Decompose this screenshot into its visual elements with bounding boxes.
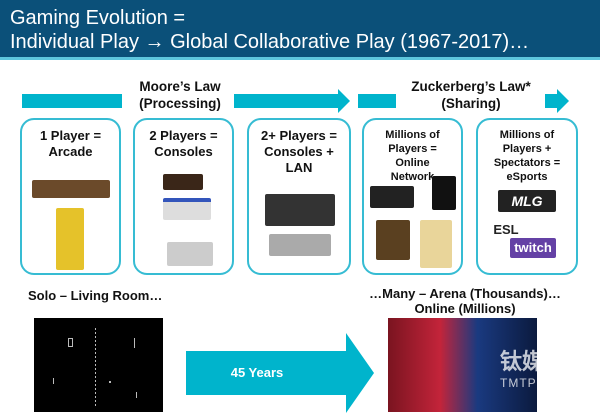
law-line: (Sharing) bbox=[441, 96, 501, 111]
box-text: Millions of bbox=[499, 129, 555, 141]
esports-arena-photo bbox=[388, 318, 537, 412]
n64-image bbox=[265, 194, 335, 226]
stage-box-consoles: 2 Players = Consoles bbox=[133, 118, 234, 275]
xbox-image bbox=[370, 186, 414, 208]
console-image bbox=[32, 180, 110, 198]
nes-image bbox=[167, 242, 213, 266]
arrow-bar bbox=[234, 94, 338, 108]
box-text: 2 Players = bbox=[149, 128, 218, 143]
law-line: Zuckerberg’s Law* bbox=[411, 79, 531, 94]
title-line-1: Gaming Evolution = bbox=[10, 7, 186, 29]
ps2-image bbox=[432, 176, 456, 210]
twitch-logo: twitch bbox=[510, 238, 556, 258]
box-text: Millions of bbox=[385, 129, 440, 141]
stage-box-esports: Millions of Players + Spectators = eSpor… bbox=[476, 118, 578, 275]
moores-law-label: Moore’s Law (Processing) bbox=[125, 78, 235, 112]
arrow-bar bbox=[545, 94, 557, 108]
box-text: Players = bbox=[388, 143, 437, 155]
zuckerbergs-law-label: Zuckerberg’s Law* (Sharing) bbox=[396, 78, 546, 112]
pong-screenshot bbox=[34, 318, 163, 412]
arrow-head bbox=[346, 333, 374, 413]
caption-solo: Solo – Living Room… bbox=[28, 288, 163, 303]
warcraft-image bbox=[376, 220, 410, 260]
stage-box-arcade: 1 Player = Arcade bbox=[20, 118, 121, 275]
arrow-head bbox=[338, 89, 350, 113]
arrow-bar bbox=[358, 94, 396, 108]
45-years-arrow: 45 Years bbox=[186, 351, 358, 395]
esl-logo: ESL bbox=[493, 222, 519, 237]
box-text: 1 Player = bbox=[39, 128, 102, 143]
box-text: Consoles + bbox=[264, 144, 334, 159]
box-text: Spectators = bbox=[493, 157, 561, 169]
atari-image bbox=[163, 174, 203, 190]
mlg-logo: MLG bbox=[498, 190, 556, 212]
box-text: 2+ Players = bbox=[261, 128, 337, 143]
slide-header: Gaming Evolution = Individual Play → Glo… bbox=[0, 0, 600, 60]
watermark-en: TMTPOST bbox=[500, 376, 565, 390]
arrow-head bbox=[557, 89, 569, 113]
console-image bbox=[163, 198, 211, 220]
caption-line: Online (Millions) bbox=[414, 301, 516, 316]
box-text: Online bbox=[395, 157, 430, 169]
caption-many: …Many – Arena (Thousands)… Online (Milli… bbox=[350, 286, 580, 316]
stage-box-lan: 2+ Players = Consoles + LAN bbox=[247, 118, 351, 275]
stage-box-online: Millions of Players = Online Network bbox=[362, 118, 463, 275]
law-line: (Processing) bbox=[139, 96, 221, 111]
box-text: Network bbox=[390, 171, 435, 183]
caption-line: …Many – Arena (Thousands)… bbox=[369, 286, 561, 301]
arcade-cabinet-image bbox=[56, 208, 84, 270]
arrow-bar bbox=[22, 94, 122, 108]
box-text: Consoles bbox=[154, 144, 213, 159]
box-text: eSports bbox=[506, 171, 548, 183]
box-text: Players + bbox=[502, 143, 552, 155]
box-text: Arcade bbox=[48, 144, 93, 159]
words-game-image bbox=[420, 220, 452, 268]
title-line-2: Individual Play → Global Collaborative P… bbox=[10, 31, 530, 53]
playstation-image bbox=[269, 234, 331, 256]
law-line: Moore’s Law bbox=[139, 79, 221, 94]
box-text: LAN bbox=[285, 160, 313, 175]
watermark-cn: 钛媒体 bbox=[500, 349, 567, 374]
